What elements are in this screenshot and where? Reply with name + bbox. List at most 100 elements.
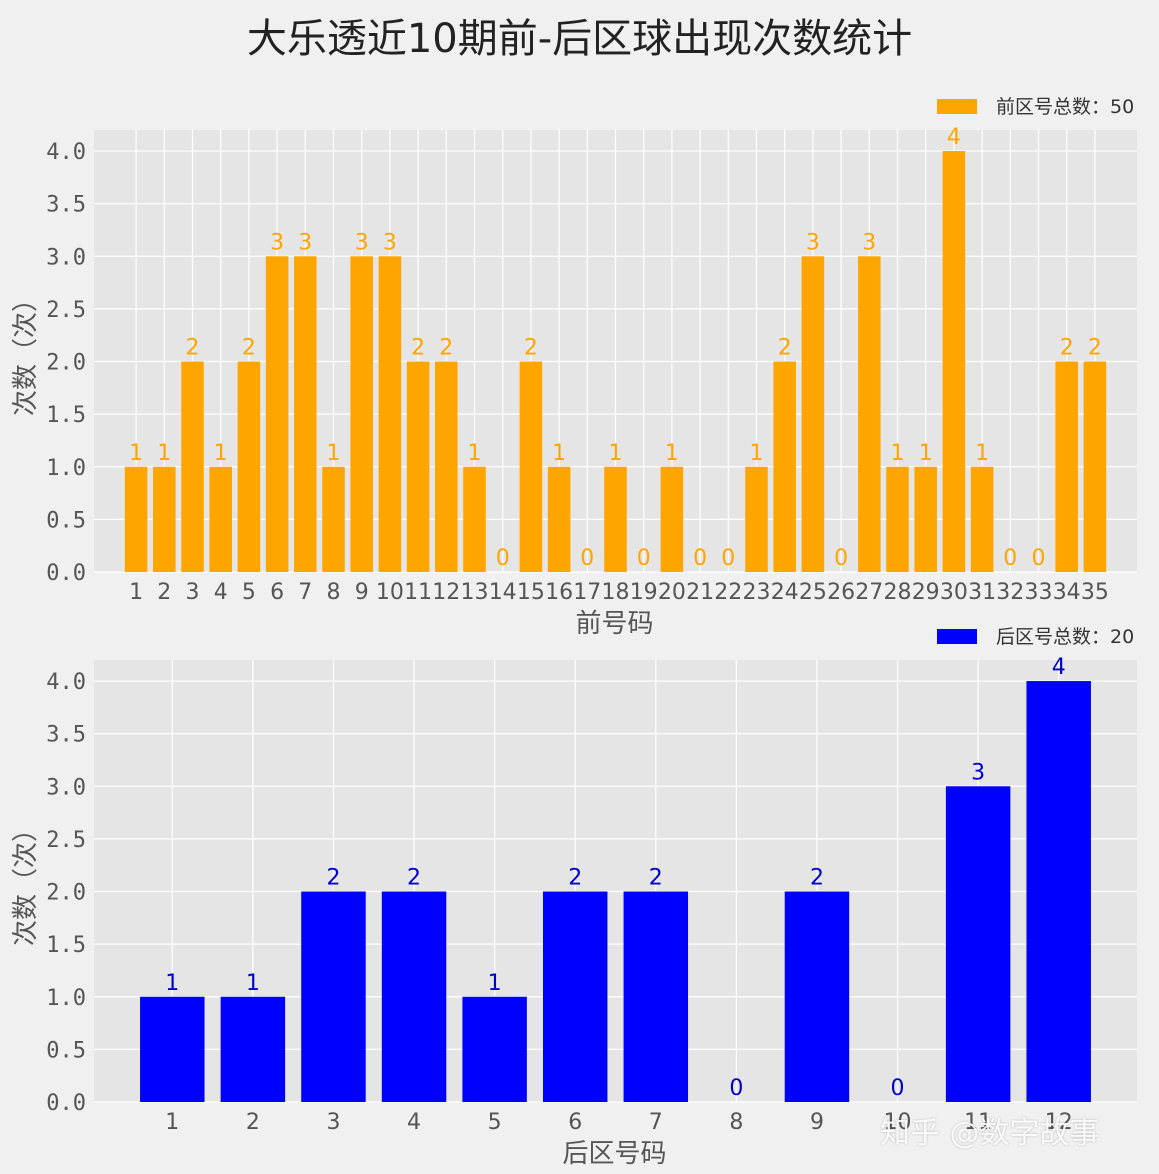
data-label: 1	[750, 441, 764, 466]
data-label: 1	[919, 441, 933, 466]
data-label: 2	[778, 336, 792, 361]
data-label: 3	[971, 760, 985, 785]
data-label: 2	[242, 336, 256, 361]
x-tick-label: 29	[912, 580, 940, 605]
data-label: 1	[129, 441, 143, 466]
data-label: 1	[327, 441, 341, 466]
data-label: 1	[891, 441, 905, 466]
bar	[660, 466, 684, 572]
x-tick-label: 27	[855, 580, 883, 605]
x-tick-label: 3	[326, 1110, 340, 1135]
x-tick-label: 8	[729, 1110, 743, 1135]
x-tick-label: 15	[517, 580, 545, 605]
chart-suptitle: 大乐透近10期前-后区球出现次数统计	[246, 16, 913, 62]
x-tick-label: 33	[1025, 580, 1053, 605]
bar	[801, 256, 825, 572]
y-tick-label: 1.0	[46, 456, 86, 481]
x-axis-label: 前号码	[575, 609, 653, 639]
bar	[1083, 361, 1107, 572]
x-tick-label: 1	[165, 1110, 179, 1135]
x-tick-label: 7	[298, 580, 312, 605]
data-label: 3	[806, 230, 820, 255]
bar	[745, 466, 768, 572]
x-tick-label: 1	[129, 580, 143, 605]
y-tick-label: 0.0	[46, 561, 86, 586]
data-label: 2	[326, 866, 340, 891]
x-tick-label: 22	[714, 580, 742, 605]
bar	[209, 466, 232, 572]
data-label: 2	[568, 866, 582, 891]
data-label: 2	[186, 336, 200, 361]
watermark-text: 知乎 @数字故事	[880, 1116, 1100, 1151]
bar	[124, 466, 148, 572]
bar	[237, 361, 261, 572]
x-tick-label: 9	[355, 580, 369, 605]
data-label: 1	[552, 441, 566, 466]
x-tick-label: 7	[649, 1110, 663, 1135]
y-tick-label: 3.5	[46, 723, 86, 748]
data-label: 2	[439, 336, 453, 361]
y-tick-label: 2.0	[46, 881, 86, 906]
y-tick-label: 1.5	[46, 403, 86, 428]
bar	[462, 996, 527, 1102]
data-label: 1	[246, 971, 260, 996]
x-tick-label: 12	[1045, 1110, 1073, 1135]
y-axis-label: 次数（次）	[11, 816, 41, 946]
data-label: 2	[1088, 336, 1102, 361]
bar	[350, 256, 373, 572]
x-tick-label: 19	[630, 580, 658, 605]
bar	[294, 256, 317, 572]
data-label: 1	[975, 441, 989, 466]
x-tick-label: 31	[968, 580, 996, 605]
y-tick-label: 2.0	[46, 351, 86, 376]
legend-swatch	[937, 629, 977, 644]
x-tick-label: 4	[407, 1110, 421, 1135]
data-label: 1	[165, 971, 179, 996]
data-label: 0	[721, 546, 735, 571]
y-axis-label: 次数（次）	[11, 286, 41, 416]
data-label: 2	[810, 866, 824, 891]
bar	[547, 466, 571, 572]
x-axis-label: 后区号码	[562, 1139, 666, 1169]
y-tick-label: 3.0	[46, 245, 86, 270]
bar	[914, 466, 937, 572]
y-tick-label: 3.5	[46, 193, 86, 218]
bar	[773, 361, 796, 572]
x-tick-label: 17	[573, 580, 601, 605]
data-label: 0	[580, 546, 594, 571]
legend-label: 前区号总数：50	[996, 96, 1134, 118]
bar	[435, 361, 458, 572]
x-tick-label: 16	[545, 580, 573, 605]
x-tick-label: 12	[432, 580, 460, 605]
x-tick-label: 6	[270, 580, 284, 605]
bar	[604, 466, 627, 572]
bar	[220, 996, 286, 1102]
bar	[378, 256, 402, 572]
x-tick-label: 10	[376, 580, 404, 605]
data-label: 0	[693, 546, 707, 571]
bar	[140, 996, 205, 1102]
bar	[265, 256, 289, 572]
data-label: 0	[891, 1076, 905, 1101]
y-tick-label: 4.0	[46, 670, 86, 695]
x-tick-label: 21	[686, 580, 714, 605]
data-label: 4	[1052, 655, 1066, 680]
x-tick-label: 10	[884, 1110, 912, 1135]
x-tick-label: 8	[327, 580, 341, 605]
x-tick-label: 28	[884, 580, 912, 605]
bar	[1055, 361, 1078, 572]
data-label: 1	[214, 441, 228, 466]
data-label: 0	[729, 1076, 743, 1101]
x-tick-label: 5	[242, 580, 256, 605]
x-tick-label: 13	[461, 580, 489, 605]
x-tick-label: 3	[186, 580, 200, 605]
y-tick-label: 3.0	[46, 775, 86, 800]
x-tick-label: 2	[157, 580, 171, 605]
y-tick-label: 1.0	[46, 986, 86, 1011]
data-label: 3	[383, 230, 397, 255]
data-label: 2	[411, 336, 425, 361]
data-label: 0	[834, 546, 848, 571]
y-tick-label: 4.0	[46, 140, 86, 165]
legend-label: 后区号总数：20	[996, 626, 1134, 648]
x-tick-label: 34	[1053, 580, 1081, 605]
